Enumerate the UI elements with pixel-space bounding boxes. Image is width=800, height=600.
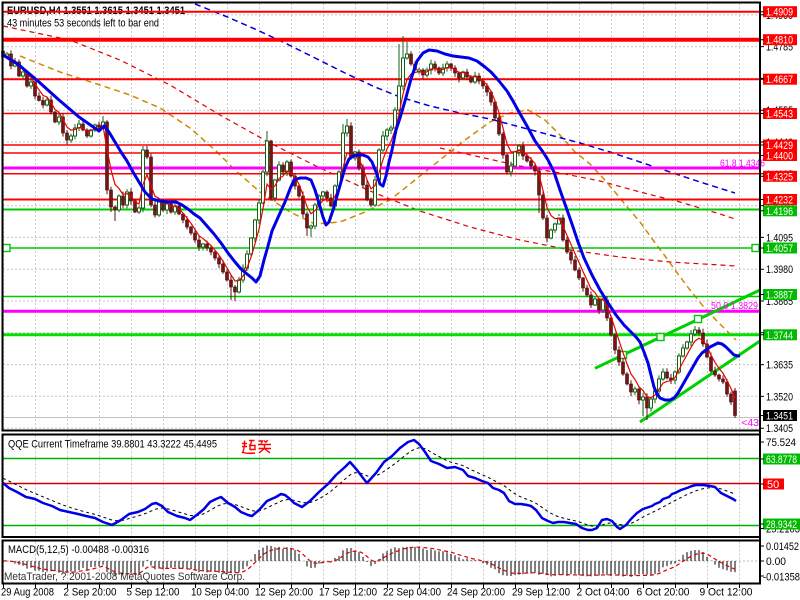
svg-text:1.3635: 1.3635	[766, 360, 793, 372]
svg-text:MetaTrader, ? 2001-2008 MetaQu: MetaTrader, ? 2001-2008 MetaQuotes Softw…	[4, 571, 245, 583]
svg-text:1.3405: 1.3405	[766, 423, 793, 435]
svg-text:0.01452: 0.01452	[766, 541, 799, 553]
svg-text:<43: <43	[741, 417, 759, 429]
svg-text:2 Oct 04:00: 2 Oct 04:00	[577, 587, 630, 599]
svg-text:1.3887: 1.3887	[766, 290, 793, 302]
svg-text:1.3980: 1.3980	[766, 264, 793, 276]
svg-text:1.4909: 1.4909	[766, 7, 793, 19]
svg-text:QQE Current Timeframe 39.8801: QQE Current Timeframe 39.8801 43.3222 45…	[8, 439, 217, 451]
svg-text:29 Sep 12:00: 29 Sep 12:00	[512, 587, 570, 599]
svg-text:1.3451: 1.3451	[766, 411, 793, 423]
svg-text:10 Sep 04:00: 10 Sep 04:00	[191, 587, 249, 599]
svg-text:1.4667: 1.4667	[766, 74, 793, 86]
svg-text:1.4810: 1.4810	[766, 35, 793, 47]
svg-text:0.00: 0.00	[766, 556, 786, 568]
svg-text:17 Sep 12:00: 17 Sep 12:00	[319, 587, 377, 599]
svg-text:6 Oct 20:00: 6 Oct 20:00	[637, 587, 690, 599]
svg-text:22 Sep 04:00: 22 Sep 04:00	[383, 587, 441, 599]
svg-text:28.9342: 28.9342	[766, 519, 797, 531]
svg-text:43 minutes 53 seconds left to: 43 minutes 53 seconds left to bar end	[7, 18, 159, 30]
svg-text:1.4400: 1.4400	[766, 151, 793, 163]
svg-text:1.3520: 1.3520	[766, 391, 793, 403]
svg-text:1.4543: 1.4543	[766, 109, 793, 121]
svg-text:5 Sep 12:00: 5 Sep 12:00	[127, 587, 180, 599]
svg-text:29 Aug 2008: 29 Aug 2008	[1, 587, 54, 599]
svg-text:1.4095: 1.4095	[766, 232, 793, 244]
svg-text:1.4429: 1.4429	[766, 140, 793, 152]
svg-text:75.524: 75.524	[766, 437, 796, 449]
svg-text:-0.01358: -0.01358	[763, 572, 800, 584]
svg-text:50.0 1.3829: 50.0 1.3829	[711, 301, 758, 312]
svg-text:63.8778: 63.8778	[766, 454, 797, 466]
svg-text:1.4232: 1.4232	[766, 195, 793, 207]
svg-text:1.4196: 1.4196	[766, 206, 793, 218]
svg-text:1.4057: 1.4057	[766, 243, 793, 255]
svg-text:2 Sep 20:00: 2 Sep 20:00	[64, 587, 117, 599]
svg-text:MACD(5,12,5) -0.00488 -0.00316: MACD(5,12,5) -0.00488 -0.00316	[8, 544, 149, 556]
svg-text:1.4325: 1.4325	[766, 171, 793, 183]
svg-text:9 Oct 12:00: 9 Oct 12:00	[700, 587, 753, 599]
svg-text:12 Sep 20:00: 12 Sep 20:00	[255, 587, 313, 599]
svg-text:1.3744: 1.3744	[766, 330, 793, 342]
svg-text:50: 50	[767, 479, 779, 491]
svg-text:61.8 1.4346: 61.8 1.4346	[720, 159, 765, 170]
svg-text:24 Sep 20:00: 24 Sep 20:00	[447, 587, 505, 599]
